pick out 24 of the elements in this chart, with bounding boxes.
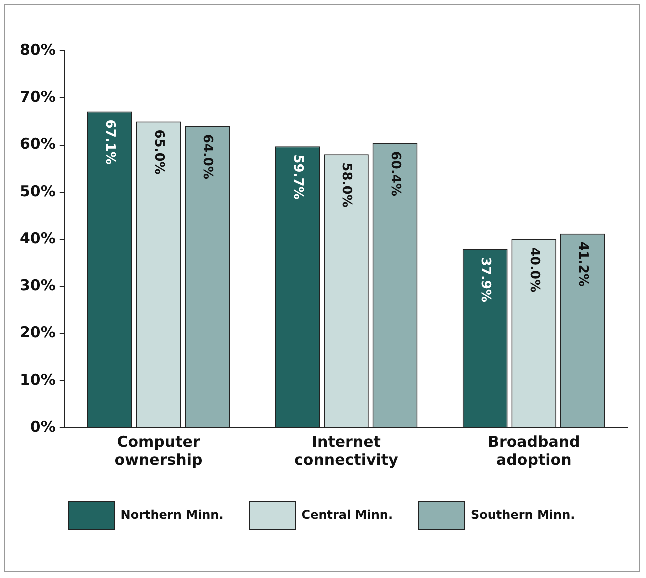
y-tick-label: 70%	[20, 88, 56, 106]
data-label: 59.7%	[290, 154, 306, 200]
data-label: 60.4%	[388, 151, 403, 196]
legend-label: Northern Minn.	[120, 508, 224, 522]
data-label: 67.1%	[102, 120, 118, 165]
x-tick-label: Internet connectivity	[294, 432, 399, 469]
x-tick-label: Broadband adoption	[488, 432, 580, 469]
y-tick-label: 50%	[20, 182, 56, 200]
y-tick-label: 60%	[20, 135, 56, 154]
x-tick-label: Computer ownership	[114, 432, 203, 469]
data-label: 41.2%	[576, 242, 591, 287]
y-tick-label: 0%	[30, 418, 56, 436]
data-label: 64.0%	[200, 134, 216, 180]
y-tick-label: 40%	[20, 229, 56, 248]
y-tick-label: 30%	[20, 276, 56, 295]
legend-label: Southern Minn.	[471, 508, 576, 522]
legend-label: Central Minn.	[302, 508, 394, 522]
data-label: 58.0%	[339, 162, 354, 208]
data-label: 65.0%	[151, 130, 166, 175]
data-label: 37.9%	[478, 257, 493, 303]
y-tick-label: 20%	[20, 324, 56, 342]
y-tick-label: 80%	[20, 40, 56, 59]
data-label: 40.0%	[526, 248, 542, 293]
y-tick-label: 10%	[20, 370, 56, 389]
